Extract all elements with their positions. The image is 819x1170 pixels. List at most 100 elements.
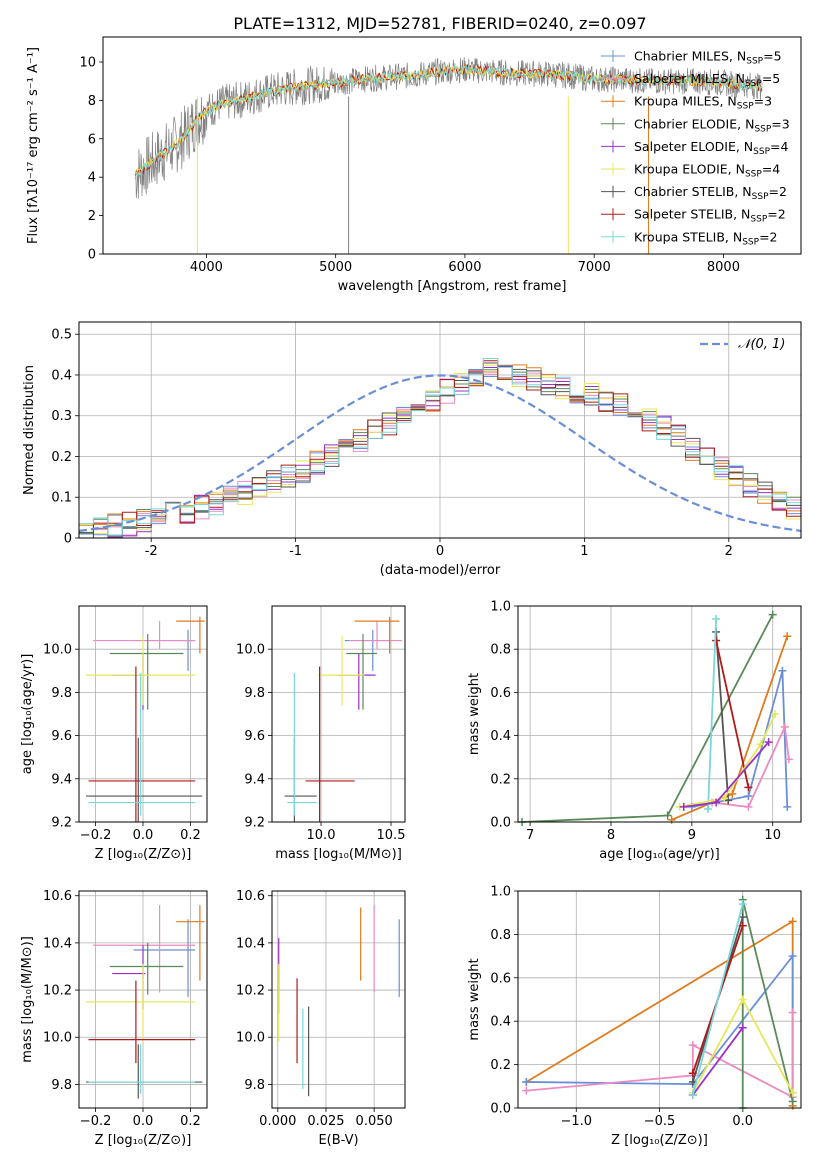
x-tick-label: 0.2 xyxy=(180,1114,201,1129)
mass_vs_Z-axes: −0.2 0.0 0.2 9.8 10.0 10.2 10.4 10.6 Z [log₁₀(Z/… xyxy=(20,889,207,1148)
x-tick-label: −1.0 xyxy=(560,1114,592,1129)
y-tick-label: 10.0 xyxy=(236,643,265,658)
x-tick-label: 0.0 xyxy=(133,1114,154,1129)
x-axis-label: mass [log₁₀(M/M⊙)] xyxy=(275,847,402,862)
y-tick-label: 9.8 xyxy=(51,686,72,701)
y-tick-label: 8 xyxy=(88,94,96,109)
y-tick-label: 0.2 xyxy=(490,772,511,787)
x-axis-label: (data-model)/error xyxy=(380,563,501,578)
y-tick-label: 10.0 xyxy=(43,1031,72,1046)
age_vs_Z-frame xyxy=(78,605,208,823)
figure-title: PLATE=1312, MJD=52781, FIBERID=0240, z=0… xyxy=(233,14,646,33)
y-tick-label: 9.4 xyxy=(244,772,265,787)
y-tick-label: 9.6 xyxy=(244,729,265,744)
x-tick-label: -1 xyxy=(289,544,302,559)
y-tick-label: 0.2 xyxy=(490,1058,511,1073)
x-axis-label: E(B-V) xyxy=(318,1133,358,1148)
legend-entry: Chabrier MILES, NSSP=5 xyxy=(634,49,782,67)
observed-spectrum xyxy=(134,56,763,199)
weight-series-line xyxy=(715,631,730,801)
y-tick-label: 0.8 xyxy=(490,643,511,658)
x-tick-label: 0.025 xyxy=(307,1114,344,1129)
y-axis-label: Flux [fλ10⁻¹⁷ erg cm⁻² s⁻¹ A⁻¹] xyxy=(26,47,41,244)
normal-legend-label: 𝒩(0, 1) xyxy=(738,337,785,352)
y-tick-label: 0.8 xyxy=(490,928,511,943)
x-tick-label: 10 xyxy=(764,828,781,843)
y-tick-label: 0.0 xyxy=(490,816,511,831)
y-axis-label: Normed distribution xyxy=(22,365,37,495)
x-tick-label: 7 xyxy=(526,828,534,843)
y-tick-label: 9.2 xyxy=(51,816,72,831)
weight-series-line xyxy=(707,618,717,810)
y-tick-label: 10.6 xyxy=(236,889,265,904)
legend-entry: Salpeter STELIB, NSSP=2 xyxy=(634,207,786,225)
x-tick-label: 8 xyxy=(607,828,615,843)
x-axis-label: Z [log₁₀(Z/Z⊙)] xyxy=(95,1133,192,1148)
age_vs_mass-frame xyxy=(271,605,406,823)
weight-series-line xyxy=(522,614,774,822)
y-tick-label: 0.4 xyxy=(51,368,72,383)
y-tick-label: 0.0 xyxy=(490,1102,511,1117)
model-spectrum xyxy=(135,64,763,174)
y-tick-label: 0.4 xyxy=(490,1015,511,1030)
y-tick-label: 4 xyxy=(88,171,96,186)
x-tick-label: 7000 xyxy=(578,260,611,275)
weight_vs_Z-frame xyxy=(517,890,802,1109)
mass_vs_EBV-frame xyxy=(271,890,406,1109)
x-tick-label: 1 xyxy=(580,544,588,559)
y-axis-label: age [log₁₀(age/yr)] xyxy=(20,654,35,775)
legend-entry: Chabrier STELIB, NSSP=2 xyxy=(634,184,787,202)
y-axis-label: mass [log₁₀(M/M⊙)] xyxy=(20,936,35,1063)
age_vs_mass-axes: 10.0 10.5 9.2 9.4 9.6 9.8 10.0 mass [log₁₀(M/M⊙… xyxy=(236,606,405,862)
y-tick-label: 0 xyxy=(64,532,72,547)
y-tick-label: 0.5 xyxy=(51,328,72,343)
age_vs_Z-axes: −0.2 0.0 0.2 9.2 9.4 9.6 9.8 10.0 Z [log₁₀(Z/Z⊙)… xyxy=(20,606,207,862)
y-tick-label: 10 xyxy=(79,55,96,70)
y-tick-label: 10.2 xyxy=(236,984,265,999)
y-tick-label: 9.8 xyxy=(51,1078,72,1093)
y-tick-label: 2 xyxy=(88,209,96,224)
model-spectrum xyxy=(134,64,763,179)
y-tick-label: 9.8 xyxy=(244,1078,265,1093)
x-tick-label: 4000 xyxy=(190,260,223,275)
y-axis-label: mass weight xyxy=(467,673,482,755)
y-tick-label: 1.0 xyxy=(490,885,511,900)
y-tick-label: 10.6 xyxy=(43,889,72,904)
residual-histogram xyxy=(79,357,801,536)
weight-series-line xyxy=(679,713,776,808)
x-tick-label: 0.000 xyxy=(259,1114,296,1129)
x-tick-label: 0.050 xyxy=(356,1114,393,1129)
mass_vs_EBV-axes: 0.000 0.025 0.050 9.8 10.0 10.2 10.4 10.6 E(B-V) xyxy=(236,889,405,1148)
spectrum-axes: 4000 5000 6000 7000 8000 0 2 4 6 8 10 wavelength [A… xyxy=(26,47,740,294)
weight-series-line xyxy=(741,899,794,1108)
x-tick-label: -2 xyxy=(145,544,158,559)
legend-entry: Kroupa STELIB, NSSP=2 xyxy=(634,229,778,247)
x-tick-label: 6000 xyxy=(448,260,481,275)
y-tick-label: 10.0 xyxy=(236,1031,265,1046)
y-tick-label: 0.6 xyxy=(490,971,511,986)
spectrum-legend: Chabrier MILES, NSSP=5 Salpeter MILES, NS… xyxy=(601,49,790,247)
y-tick-label: 9.2 xyxy=(244,816,265,831)
x-tick-label: 5000 xyxy=(319,260,352,275)
y-tick-label: 1.0 xyxy=(490,600,511,615)
x-tick-label: 8000 xyxy=(707,260,740,275)
residuals-axes: -2 -1 0 1 2 0 0.1 0.2 0.3 0.4 0.5 (data-model)/erro… xyxy=(22,322,801,578)
y-tick-label: 0.6 xyxy=(490,686,511,701)
x-tick-label: 10.5 xyxy=(377,828,406,843)
x-tick-label: 0.0 xyxy=(732,1114,753,1129)
residuals-frame xyxy=(78,321,802,539)
y-tick-label: 0 xyxy=(88,248,96,263)
x-tick-label: 2 xyxy=(725,544,733,559)
x-axis-label: age [log₁₀(age/yr)] xyxy=(599,847,720,862)
legend-entry: Kroupa ELODIE, NSSP=4 xyxy=(634,162,780,180)
y-tick-label: 0.2 xyxy=(51,450,72,465)
y-tick-label: 6 xyxy=(88,132,96,147)
weight_vs_age-frame xyxy=(517,605,802,823)
y-tick-label: 9.4 xyxy=(51,772,72,787)
x-tick-label: 0.2 xyxy=(180,828,201,843)
weight_vs_age-axes: 7 8 9 10 0.0 0.2 0.4 0.6 0.8 1.0 age [log₁₀(age/yr… xyxy=(467,600,801,862)
weight-series-line xyxy=(715,640,750,788)
x-axis-label: Z [log₁₀(Z/Z⊙)] xyxy=(611,1133,708,1148)
